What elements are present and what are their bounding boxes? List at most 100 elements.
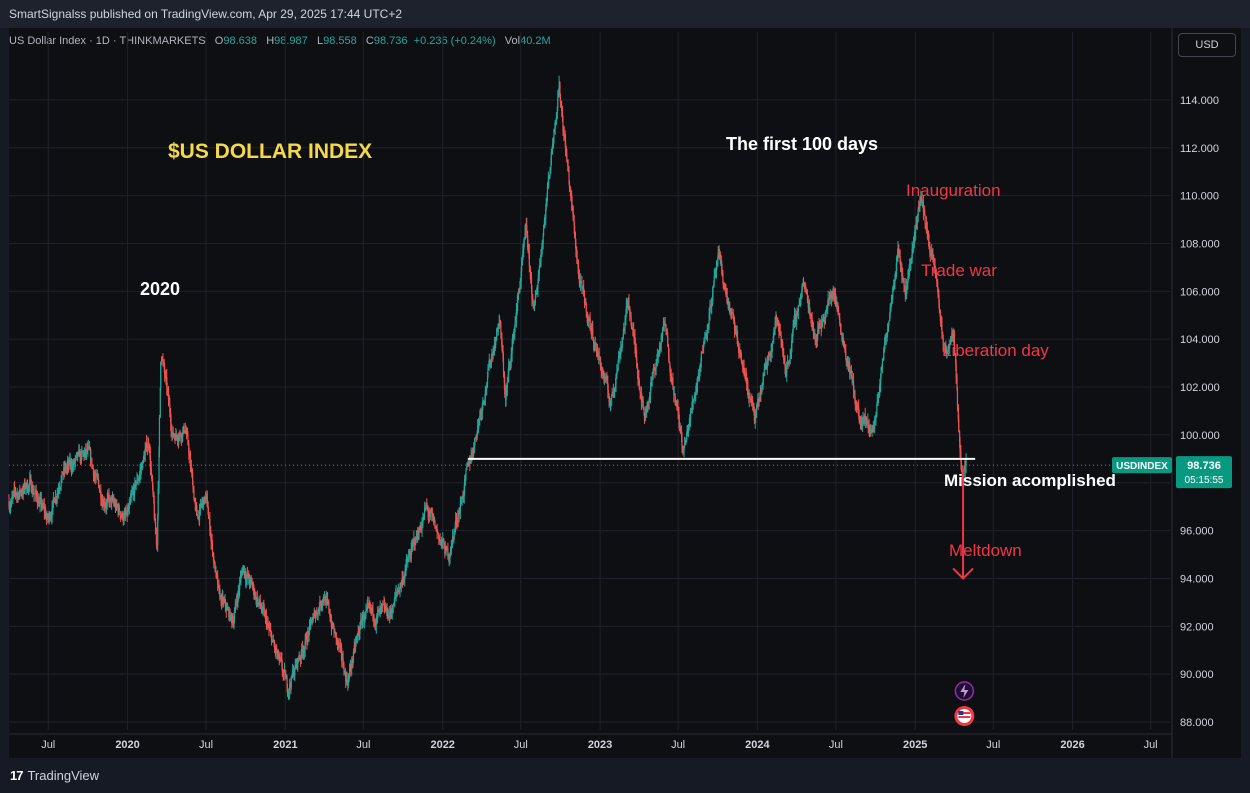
candle-body bbox=[848, 362, 850, 364]
candle-body bbox=[559, 84, 561, 95]
candle-body bbox=[500, 325, 502, 335]
candle-body bbox=[466, 465, 468, 467]
candle-body bbox=[757, 398, 759, 402]
candle-body bbox=[641, 399, 643, 403]
candle-body bbox=[550, 152, 552, 165]
candle-body bbox=[438, 534, 440, 541]
candle-body bbox=[250, 579, 252, 581]
candle-body bbox=[111, 500, 113, 503]
candle-body bbox=[307, 631, 309, 636]
lightning-event-icon[interactable] bbox=[954, 681, 975, 701]
candle-body bbox=[540, 254, 542, 263]
candle-body bbox=[47, 517, 49, 519]
candle-body bbox=[689, 412, 692, 421]
candle-body bbox=[258, 599, 260, 603]
candle-body bbox=[795, 319, 797, 322]
candle-body bbox=[756, 405, 758, 407]
candle-body bbox=[717, 258, 719, 267]
candle-body bbox=[355, 640, 357, 644]
candle-body bbox=[663, 323, 665, 325]
chart-pane[interactable] bbox=[9, 28, 1241, 758]
candle-body bbox=[665, 331, 668, 333]
candle-body bbox=[844, 348, 846, 352]
drawing-overlays bbox=[9, 457, 1172, 580]
candle-body bbox=[623, 327, 625, 334]
price-tick-label: 90.000 bbox=[1180, 669, 1214, 681]
candle-body bbox=[907, 275, 909, 277]
candle-body bbox=[120, 515, 122, 517]
candle-body bbox=[517, 295, 519, 304]
us-flag-event-icon[interactable] bbox=[954, 706, 975, 726]
candle-body bbox=[858, 415, 860, 419]
candle-body bbox=[414, 537, 417, 546]
candle-body bbox=[764, 364, 766, 369]
candle-body bbox=[698, 375, 700, 377]
price-tick-label: 108.000 bbox=[1180, 238, 1220, 250]
candle-body bbox=[677, 407, 679, 412]
candle-body bbox=[380, 607, 382, 609]
candle-body bbox=[455, 519, 457, 527]
candle-body bbox=[315, 612, 317, 617]
candle-body bbox=[793, 314, 796, 321]
candle-body bbox=[478, 421, 480, 423]
candle-body bbox=[444, 549, 446, 554]
candle-body bbox=[293, 674, 295, 676]
candle-body bbox=[599, 360, 602, 368]
candle-body bbox=[87, 447, 89, 451]
candle-body bbox=[762, 374, 765, 380]
candle-body bbox=[59, 488, 61, 490]
legend-symbol-name[interactable]: US Dollar Index · 1D · THINKMARKETS bbox=[9, 35, 206, 47]
candle-body bbox=[279, 657, 281, 659]
price-tick-label: 100.000 bbox=[1180, 430, 1220, 442]
candle-body bbox=[949, 343, 951, 347]
candle-body bbox=[14, 488, 16, 490]
candle-body bbox=[32, 488, 34, 493]
candle-body bbox=[144, 449, 146, 456]
candle-body bbox=[453, 530, 455, 533]
candle-body bbox=[57, 489, 60, 491]
candle-body bbox=[775, 315, 777, 320]
candle-body bbox=[220, 598, 223, 603]
candle-body bbox=[53, 498, 55, 502]
candle-body bbox=[806, 294, 809, 301]
candle-body bbox=[796, 313, 798, 322]
candle-body bbox=[828, 299, 831, 301]
candle-body bbox=[956, 377, 958, 389]
candle-body bbox=[562, 121, 564, 131]
candle-body bbox=[849, 370, 851, 374]
candle-body bbox=[505, 392, 507, 401]
tradingview-logo[interactable]: 17 TradingView bbox=[10, 768, 99, 783]
candle-body bbox=[810, 317, 812, 321]
candle-body bbox=[270, 631, 273, 641]
candle-body bbox=[374, 625, 377, 627]
currency-button[interactable]: USD bbox=[1178, 33, 1236, 57]
candle-body bbox=[819, 327, 821, 329]
candle-body bbox=[501, 346, 503, 352]
candle-body bbox=[694, 395, 696, 399]
candle-body bbox=[392, 605, 395, 607]
candle-body bbox=[504, 382, 506, 395]
candle-body bbox=[134, 481, 136, 488]
annotation-label: Inauguration bbox=[906, 181, 1001, 200]
candle-body bbox=[802, 283, 805, 286]
candle-body bbox=[671, 377, 673, 381]
candle-body bbox=[783, 359, 785, 364]
candle-body bbox=[592, 337, 595, 344]
candle-body bbox=[542, 227, 545, 237]
candle-body bbox=[693, 398, 695, 402]
candle-body bbox=[592, 328, 594, 338]
candle-body bbox=[218, 586, 220, 589]
candle-body bbox=[292, 670, 294, 675]
candle-body bbox=[530, 272, 532, 277]
time-tick-label: Jul bbox=[829, 739, 843, 751]
candle-body bbox=[534, 297, 536, 304]
candle-body bbox=[83, 454, 86, 456]
candle-body bbox=[42, 504, 44, 507]
candle-body bbox=[552, 143, 554, 148]
candle-body bbox=[48, 513, 51, 518]
candle-body bbox=[382, 604, 384, 606]
candle-body bbox=[488, 359, 490, 367]
candle-body bbox=[784, 367, 787, 375]
candle-body bbox=[737, 345, 740, 348]
